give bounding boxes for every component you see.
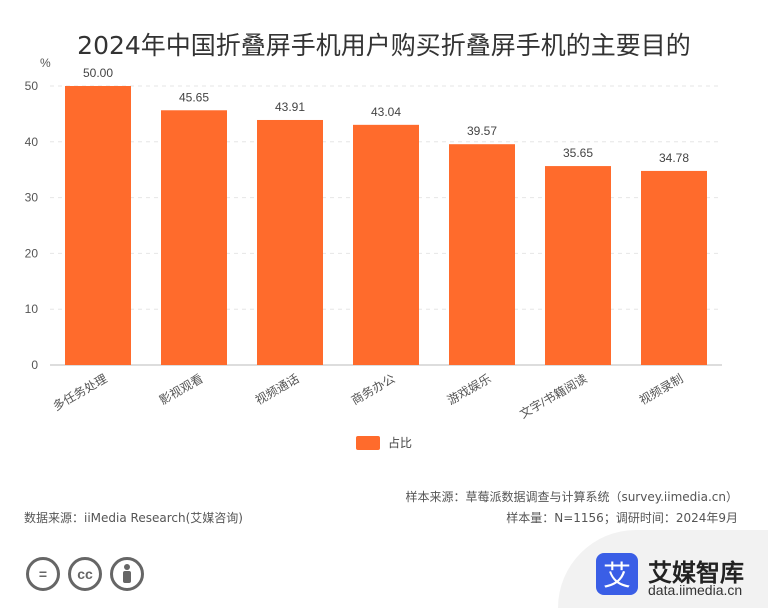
legend[interactable]: 占比 xyxy=(0,434,768,451)
value-label: 43.04 xyxy=(371,105,401,119)
legend-label: 占比 xyxy=(387,436,412,450)
x-tick-label: 文字/书籍阅读 xyxy=(517,371,590,422)
x-tick-label: 视频通话 xyxy=(252,371,301,408)
y-tick-label: 40 xyxy=(25,135,39,149)
chart-title: 2024年中国折叠屏手机用户购买折叠屏手机的主要目的 xyxy=(77,31,691,60)
y-axis-unit: % xyxy=(40,56,51,70)
y-tick-label: 50 xyxy=(25,79,39,93)
bar[interactable] xyxy=(257,119,323,365)
sample-source: 样本来源：草莓派数据调查与计算系统（survey.iimedia.cn） xyxy=(405,490,738,504)
bar[interactable] xyxy=(161,110,227,365)
bar[interactable] xyxy=(545,166,611,365)
y-tick-labels: 0 10 20 30 40 50 xyxy=(25,79,39,372)
bars xyxy=(65,86,707,366)
x-tick-label: 游戏娱乐 xyxy=(445,371,494,407)
value-label: 43.91 xyxy=(275,100,305,114)
legend-swatch xyxy=(355,435,380,450)
x-tick-label: 商务办公 xyxy=(348,371,397,408)
value-label: 45.65 xyxy=(179,90,209,104)
x-tick-labels: 多任务处理 影视观看 视频通话 商务办公 游戏娱乐 文字/书籍阅读 视频录制 xyxy=(50,371,685,422)
cc-icon: cc xyxy=(68,557,102,591)
x-tick-label: 影视观看 xyxy=(156,371,205,408)
bar[interactable] xyxy=(353,124,419,366)
y-tick-label: 20 xyxy=(25,246,39,260)
person-icon xyxy=(110,557,144,591)
bar-chart: 0 10 20 30 40 50 % 50.00 45.65 43.91 43.04 39.57 3… xyxy=(25,56,722,422)
brand-block xyxy=(558,530,768,608)
license-icons: = cc xyxy=(26,557,144,591)
y-tick-label: 30 xyxy=(25,191,39,205)
value-labels: 50.00 45.65 43.91 43.04 39.57 35.65 34.78 xyxy=(83,66,689,165)
equals-icon: = xyxy=(26,557,60,591)
bar[interactable] xyxy=(65,86,131,365)
y-tick-label: 10 xyxy=(25,302,39,316)
data-source: 数据来源：iiMedia Research(艾媒咨询) xyxy=(24,511,243,525)
brand-url: data.iimedia.cn xyxy=(648,582,743,598)
value-label: 34.78 xyxy=(659,151,689,165)
value-label: 39.57 xyxy=(467,124,497,138)
value-label: 35.65 xyxy=(563,146,593,160)
sample-size: 样本量：N=1156；调研时间：2024年9月 xyxy=(506,511,738,525)
x-tick-label: 视频录制 xyxy=(636,371,685,408)
brand-name: 艾媒智库 xyxy=(648,559,744,587)
y-tick-label: 0 xyxy=(31,358,38,372)
value-label: 50.00 xyxy=(83,66,113,80)
bar[interactable] xyxy=(449,144,515,365)
x-tick-label: 多任务处理 xyxy=(50,371,109,414)
bar[interactable] xyxy=(641,170,707,365)
brand-logo: 艾 xyxy=(596,553,638,595)
